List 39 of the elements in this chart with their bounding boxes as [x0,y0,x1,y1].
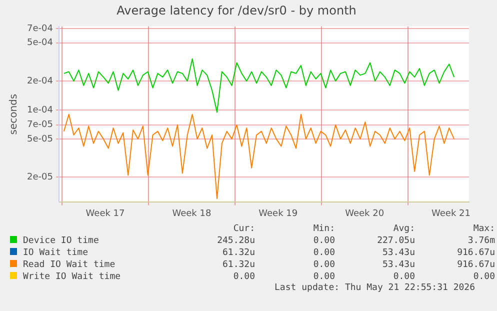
x-tick-label: Week 18 [172,208,212,219]
text: 0.00 [312,259,335,271]
text: 61.32u [221,247,255,259]
text: Last update: Thu May 21 22:55:31 2026 [274,283,475,293]
x-tick-label: Week 21 [432,208,470,219]
y-tick-label: 1e-04 [26,105,54,116]
text: Avg: [392,223,415,235]
legend-label: Read IO Wait time [22,259,116,271]
text: 0.00 [392,271,415,283]
legend-label: IO Wait time [22,247,90,259]
text: 53.43u [381,259,415,271]
text: 0.00 [232,271,255,283]
y-tick-label: 5e-05 [26,134,53,144]
text: 916.67u [456,247,495,259]
text: 3.76m [466,235,495,247]
text: 0.00 [312,235,335,247]
text: 916.67u [456,259,495,271]
text: 0.00 [312,247,335,259]
x-tick-label: Week 19 [258,208,298,219]
y-axis-title: seconds [8,94,20,135]
legend-label: Device IO time [22,235,100,247]
chart-title: Average latency for /dev/sr0 - by month [116,3,356,18]
text: Cur: [232,223,255,235]
text: 227.05u [376,235,415,247]
x-tick-label: Week 20 [345,208,384,219]
text: 245.28u [216,235,255,247]
text: 53.43u [381,247,415,259]
legend-label: Write IO Wait time [22,271,122,283]
y-tick-label: 2e-05 [26,172,53,183]
y-tick-label: 2e-04 [26,76,54,86]
y-tick-label: 5e-04 [26,38,54,48]
y-tick-label: 7e-05 [26,120,53,130]
text: Max: [472,223,495,235]
text: Min: [312,223,335,235]
text: 0.00 [472,271,495,283]
y-tick-label: 7e-04 [26,24,54,34]
x-tick-label: Week 17 [86,208,125,219]
text: 0.00 [312,271,335,283]
text: 61.32u [221,259,255,271]
